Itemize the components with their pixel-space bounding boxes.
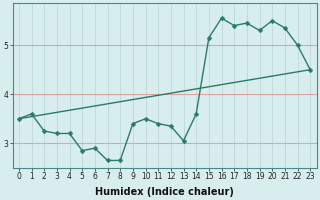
X-axis label: Humidex (Indice chaleur): Humidex (Indice chaleur): [95, 187, 234, 197]
